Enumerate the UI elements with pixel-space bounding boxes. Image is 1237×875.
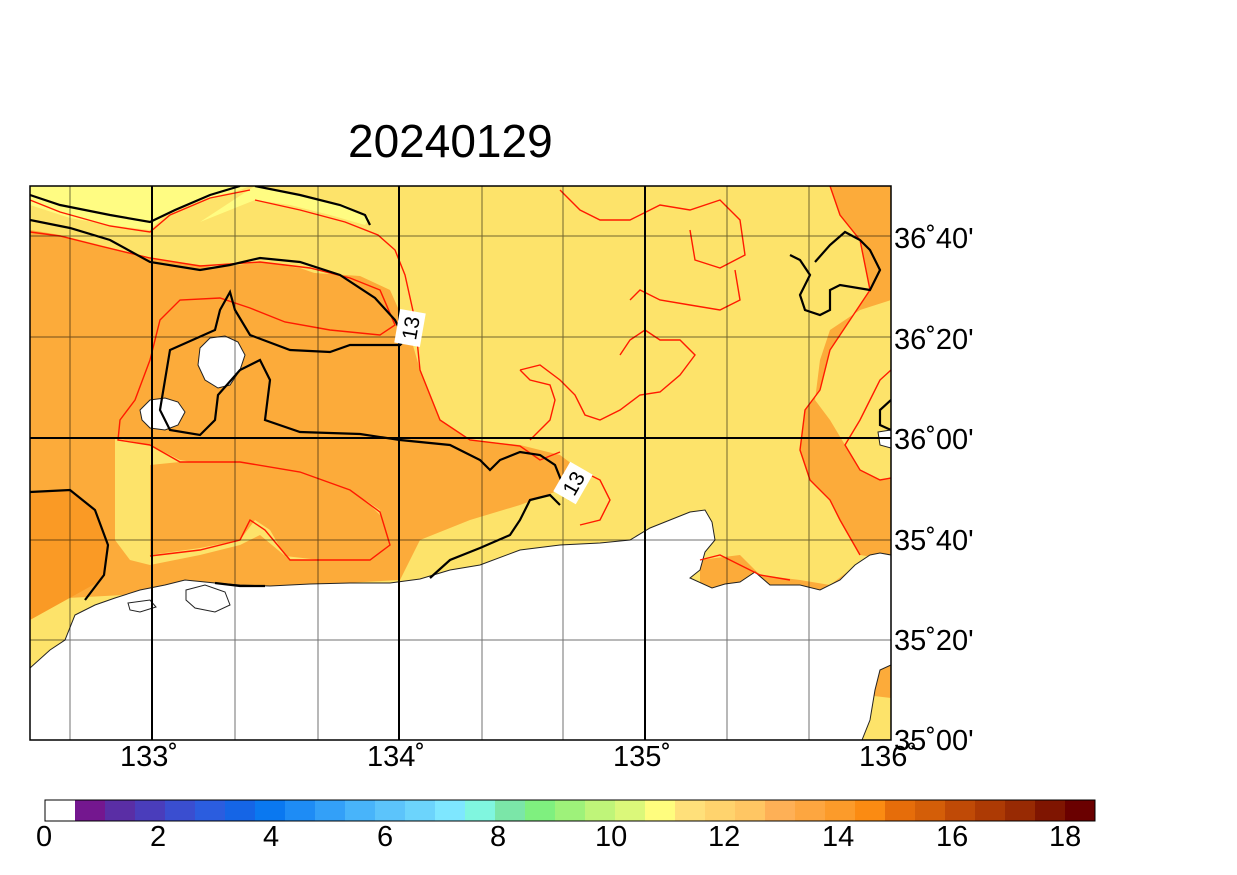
lon-tick-135: 135˚ <box>613 741 672 773</box>
map-fill <box>30 186 891 740</box>
black-contours <box>30 186 891 601</box>
colorbar-swatch <box>525 800 556 821</box>
colorbar-swatch <box>795 800 826 821</box>
colorbar-swatch <box>405 800 436 821</box>
lon-tick-136: 136˚ <box>859 741 918 773</box>
colorbar-label-4: 4 <box>263 821 280 853</box>
north-orange-lobe <box>175 262 395 335</box>
lon-tick-133: 133˚ <box>120 741 179 773</box>
map-title: 20240129 <box>348 115 553 167</box>
colorbar-swatch <box>585 800 616 821</box>
colorbar-label-0: 0 <box>36 821 53 853</box>
land-islet-2 <box>185 584 231 613</box>
land-coast <box>30 509 891 740</box>
land-islet-3 <box>127 599 157 613</box>
pale-yellow-strip-2 <box>200 186 370 225</box>
colorbar-swatch <box>1035 800 1066 821</box>
lat-tick-3520: 35˚20' <box>894 625 974 657</box>
colorbar-label-18: 18 <box>1049 821 1082 853</box>
colorbar-label-16: 16 <box>936 821 969 853</box>
graticule-major <box>30 186 891 740</box>
colorbar-swatch <box>645 800 676 821</box>
deep-orange-corner <box>30 490 108 620</box>
colorbar-swatch <box>885 800 916 821</box>
map-frame <box>29 185 892 741</box>
colorbar-swatch <box>315 800 346 821</box>
colorbar-swatch <box>555 800 586 821</box>
colorbar-swatch <box>135 800 166 821</box>
colorbar-swatch <box>285 800 316 821</box>
colorbar-swatch <box>225 800 256 821</box>
colorbar-swatch <box>165 800 196 821</box>
colorbar-swatch <box>735 800 766 821</box>
colorbar-swatch <box>765 800 796 821</box>
colorbar-frame <box>44 799 1096 822</box>
colorbar-label-2: 2 <box>150 821 167 853</box>
lat-tick-3600: 36˚00' <box>894 424 974 456</box>
colorbar-swatch <box>255 800 286 821</box>
colorbar-swatch <box>1005 800 1036 821</box>
colorbar-swatch <box>105 800 136 821</box>
lon-tick-134: 134˚ <box>367 741 426 773</box>
colorbar-swatch <box>435 800 466 821</box>
colorbar-label-6: 6 <box>377 821 394 853</box>
lat-tick-3500: 35˚00' <box>894 725 974 757</box>
colorbar-swatch <box>75 800 106 821</box>
colorbar-swatch <box>495 800 526 821</box>
colorbar-swatch <box>465 800 496 821</box>
contour-label-text-1: 13 <box>398 315 425 342</box>
colorbar-swatch <box>825 800 856 821</box>
graticule-minor <box>30 186 891 740</box>
colorbar-swatch <box>615 800 646 821</box>
colorbar-swatch <box>915 800 946 821</box>
colorbar-swatch <box>45 800 76 821</box>
lat-tick-3540: 35˚40' <box>894 525 974 557</box>
colorbar-swatch <box>375 800 406 821</box>
colorbar <box>44 799 1096 822</box>
contour-label-1: 13 <box>394 309 426 347</box>
colorbar-swatch <box>855 800 886 821</box>
lat-tick-3640: 36˚40' <box>894 223 974 255</box>
colorbar-swatch <box>195 800 226 821</box>
colorbar-swatch <box>975 800 1006 821</box>
colorbar-swatch <box>945 800 976 821</box>
colorbar-swatch <box>1065 800 1096 821</box>
colorbar-label-8: 8 <box>490 821 507 853</box>
colorbar-label-12: 12 <box>708 821 741 853</box>
colorbar-swatch <box>705 800 736 821</box>
colorbar-label-10: 10 <box>595 821 628 853</box>
colorbar-swatch <box>675 800 706 821</box>
lat-tick-3620: 36˚20' <box>894 324 974 356</box>
colorbar-swatch <box>345 800 376 821</box>
sw-orange-lobe <box>150 460 390 560</box>
colorbar-label-14: 14 <box>822 821 855 853</box>
